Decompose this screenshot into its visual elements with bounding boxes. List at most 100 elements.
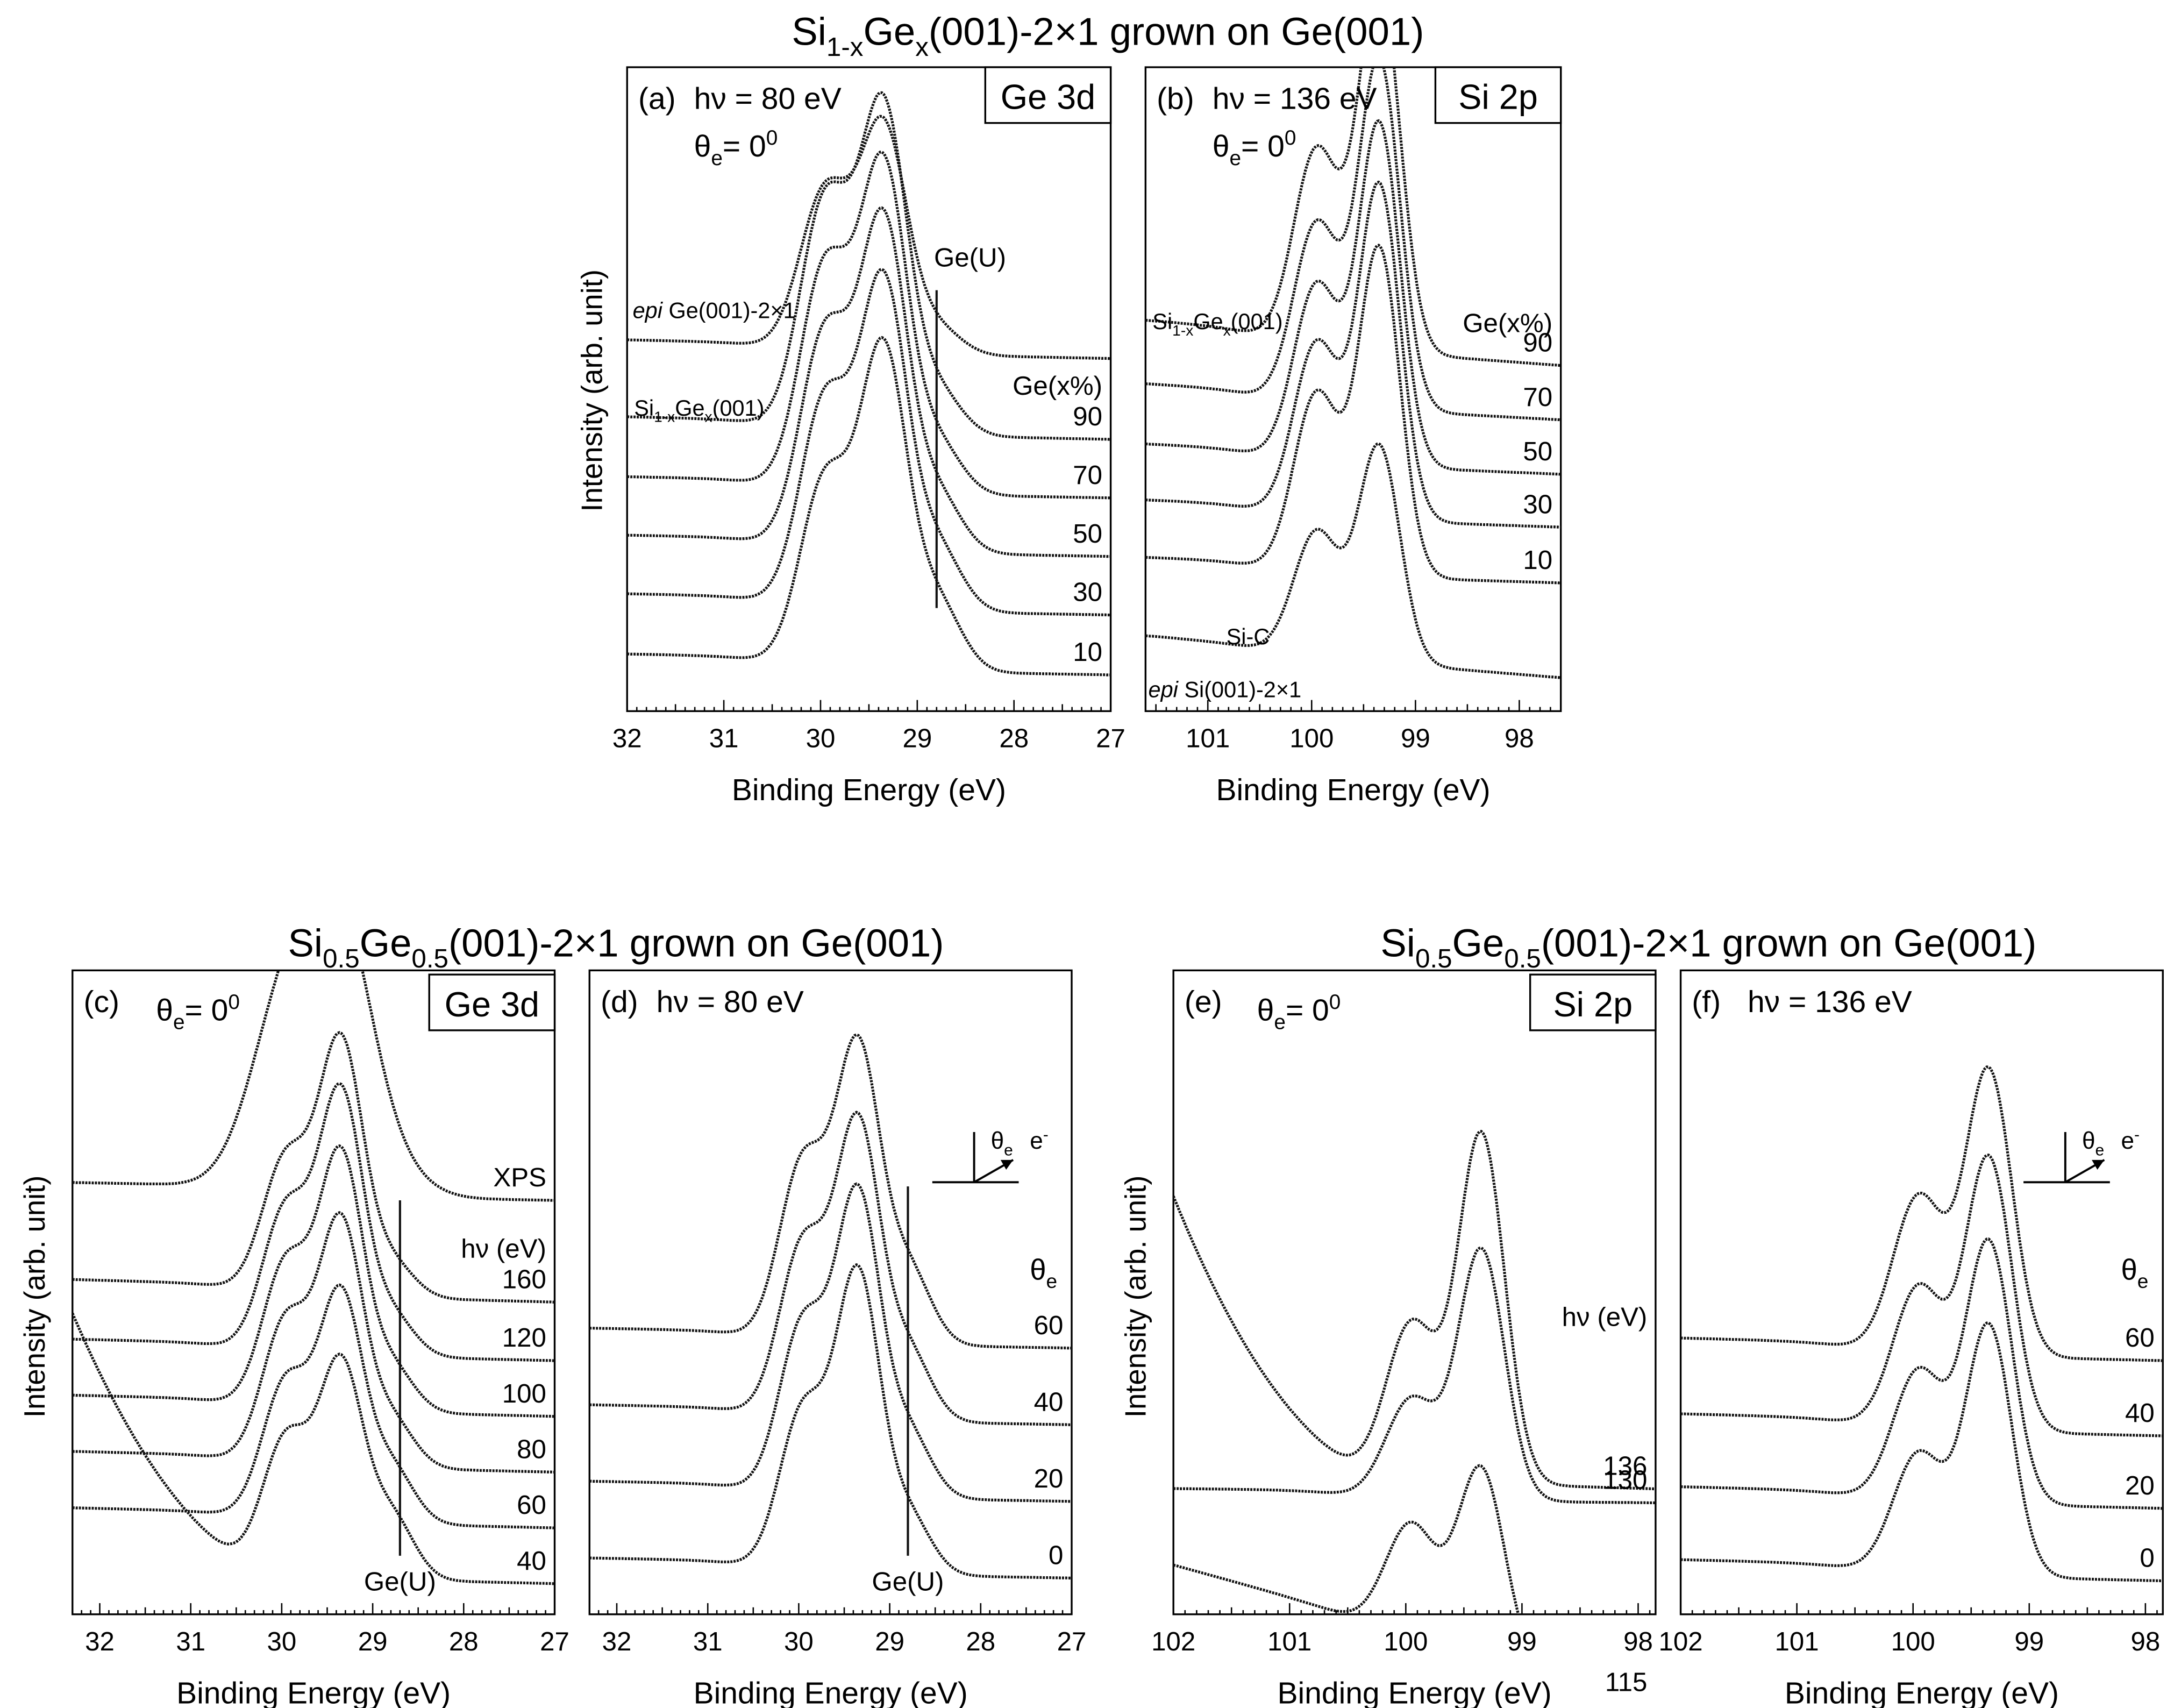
series-a-epiGe00121 [627, 115, 1111, 360]
series-c-40 [72, 1312, 555, 1585]
x-tick-label: 27 [1096, 724, 1125, 753]
x-tick-label: 28 [449, 1627, 479, 1656]
panel-label: (e) [1185, 985, 1222, 1019]
ge-u-label: Ge(U) [934, 243, 1006, 273]
photon-energy: hν = 80 eV [694, 82, 842, 116]
emission-angle: θe= 00 [1257, 991, 1341, 1034]
bottom-title-right: Si0.5Ge0.5(001)-2×1 grown on Ge(001) [1380, 921, 2036, 973]
series-label: 115 [1605, 1667, 1648, 1697]
y-axis-label: Intensity (arb. unit) [1119, 1176, 1152, 1418]
inset-arrowhead [2092, 1159, 2105, 1170]
core-level-label: Si 2p [1458, 77, 1538, 117]
series-c-60 [72, 1283, 555, 1529]
series-label: 0 [1049, 1540, 1063, 1570]
series-label: 60 [1034, 1311, 1064, 1340]
series-label: 60 [2125, 1323, 2155, 1353]
series-d-60 [589, 1033, 1072, 1350]
series-f-40 [1680, 1154, 2163, 1437]
group-header: hν (eV) [461, 1234, 546, 1263]
series-label: 30 [1073, 578, 1102, 607]
series-label: 90 [1523, 328, 1552, 358]
series-f-0 [1680, 1321, 2163, 1583]
series-label: 120 [502, 1323, 546, 1353]
core-level-box [1529, 973, 1657, 1031]
series-b-epiSi00121 [1145, 442, 1561, 679]
emission-angle: θe= 00 [694, 126, 778, 170]
y-axis-label: Intensity (arb. unit) [18, 1176, 51, 1418]
panel-f [1679, 969, 2164, 1616]
x-tick-label: 30 [267, 1627, 297, 1656]
series-label: 10 [1523, 545, 1552, 575]
x-tick-label: 98 [1505, 724, 1534, 753]
photon-energy: hν = 136 eV [1213, 82, 1377, 116]
series-b-30 [1145, 180, 1561, 529]
x-tick-label: 101 [1186, 724, 1230, 753]
series-label: 0 [2140, 1543, 2154, 1573]
core-level-label: Ge 3d [1001, 77, 1095, 117]
series-b-50 [1145, 119, 1561, 476]
group-header: Ge(x%) [1463, 308, 1552, 338]
core-level-box [428, 973, 556, 1031]
series-label: 100 [502, 1379, 546, 1408]
series-d-40 [589, 1111, 1072, 1426]
emission-angle: θe= 00 [1213, 126, 1296, 170]
si-c-label: Si-C [1227, 624, 1270, 649]
x-tick-label: 99 [2014, 1627, 2044, 1656]
inset-arrowhead [1000, 1159, 1014, 1170]
series-label: 130 [1603, 1465, 1647, 1495]
panel-label: (f) [1692, 985, 1721, 1019]
group-header: Ge(x%) [1013, 371, 1102, 401]
series-label: 70 [1073, 460, 1102, 490]
x-tick-label: 99 [1507, 1627, 1537, 1656]
ge-u-label: Ge(U) [364, 1567, 436, 1597]
x-tick-label: 100 [1289, 724, 1334, 753]
panel-e [1172, 969, 1657, 1616]
series-label: 20 [2125, 1471, 2155, 1500]
x-axis-label: Binding Energy (eV) [1785, 1676, 2059, 1708]
inset-angle: θe [2082, 1128, 2104, 1159]
panel-f-frame [1679, 969, 2164, 1616]
series-label: 80 [517, 1434, 546, 1464]
x-tick-label: 29 [875, 1627, 904, 1656]
panel-c-frame [72, 969, 556, 1616]
series-d-20 [589, 1182, 1072, 1503]
x-axis-label: Binding Energy (eV) [694, 1676, 968, 1708]
panel-label: (c) [84, 985, 119, 1019]
series-label: 60 [517, 1490, 546, 1520]
series-label: 70 [1523, 382, 1552, 412]
group-header: hν (eV) [1562, 1302, 1648, 1332]
panel-label: (b) [1157, 82, 1194, 116]
series-label: 50 [1523, 437, 1552, 466]
x-axis-label: Binding Energy (eV) [1277, 1676, 1551, 1708]
x-tick-label: 29 [358, 1627, 388, 1656]
panel-label: (d) [601, 985, 638, 1019]
y-axis-label: Intensity (arb. unit) [576, 269, 609, 512]
core-level-label: Si 2p [1553, 985, 1633, 1024]
series-a-70 [627, 150, 1111, 500]
x-tick-label: 101 [1267, 1627, 1311, 1656]
x-tick-label: 32 [612, 724, 642, 753]
series-label: 40 [1034, 1387, 1064, 1417]
series-label: 40 [2125, 1398, 2155, 1428]
x-tick-label: 31 [709, 724, 739, 753]
group-header: θe [2121, 1254, 2149, 1292]
panel-d-frame [588, 969, 1073, 1616]
panel-d [588, 969, 1073, 1616]
panel-e-frame [1172, 969, 1657, 1616]
series-e-130 [1173, 1246, 1656, 1505]
photon-energy: hν = 80 eV [657, 985, 804, 1019]
series-label: 50 [1073, 519, 1102, 549]
series-c-100 [72, 1144, 555, 1418]
epi-ge-label: epi Ge(001)-2×1 [633, 298, 796, 323]
x-axis-label: Binding Energy (eV) [176, 1676, 451, 1708]
series-b-90 [1145, 67, 1561, 367]
series-label: 90 [1073, 402, 1102, 431]
x-tick-label: 30 [806, 724, 836, 753]
series-c-160 [72, 1031, 555, 1304]
series-label: 136 [1603, 1451, 1647, 1481]
x-tick-label: 30 [784, 1627, 814, 1656]
series-c-80 [72, 1211, 555, 1474]
emission-angle: θe= 00 [156, 991, 240, 1034]
x-tick-label: 99 [1401, 724, 1430, 753]
